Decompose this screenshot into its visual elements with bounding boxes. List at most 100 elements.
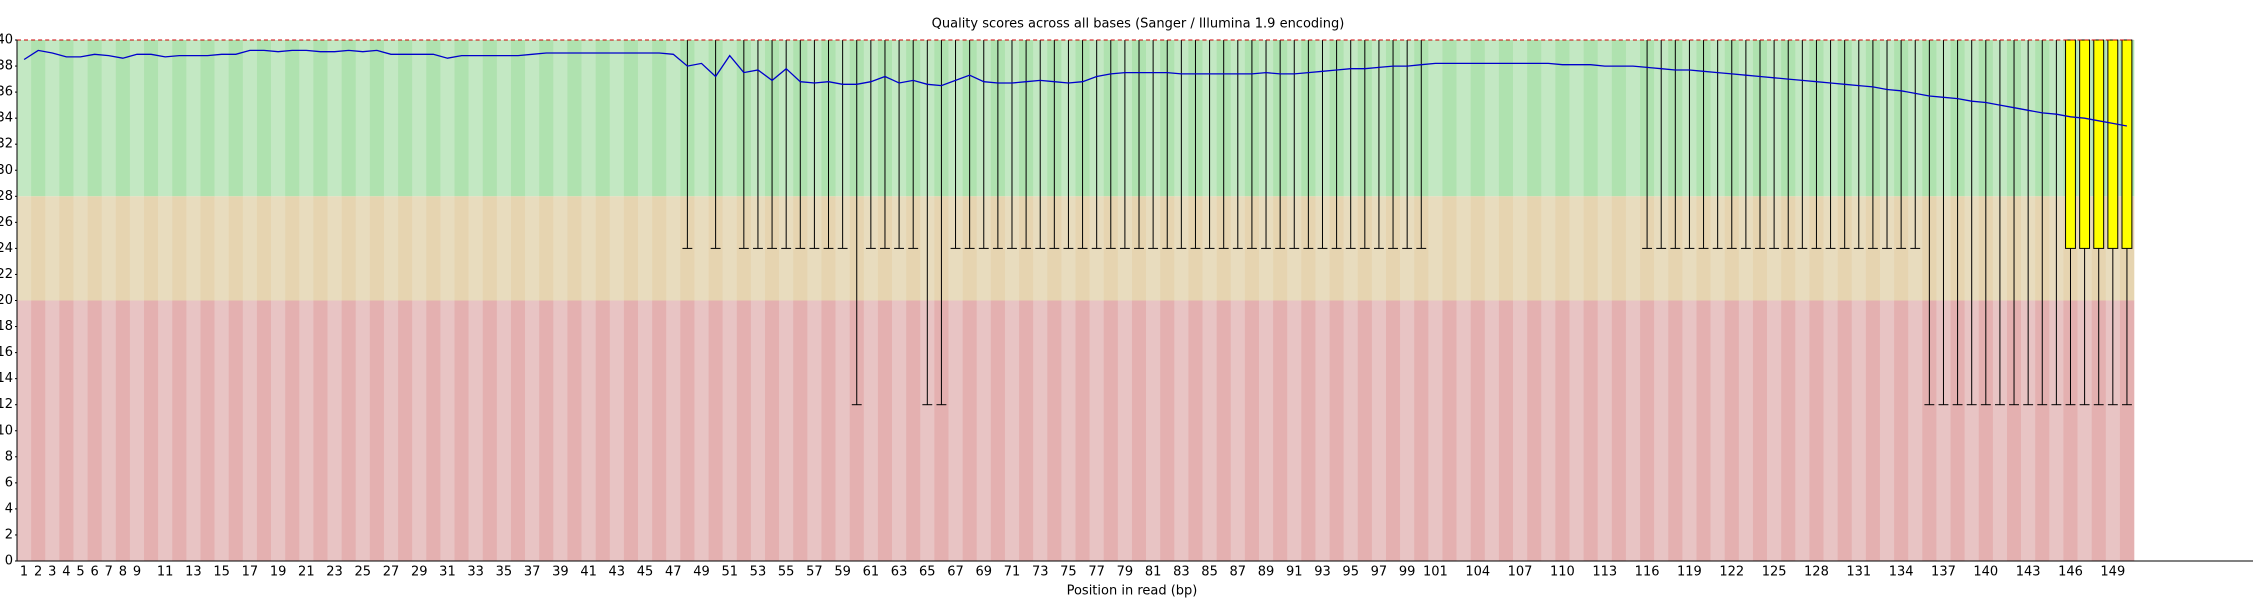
band-stripe xyxy=(1569,300,1584,561)
band-stripe xyxy=(73,300,88,561)
x-tick-label: 37 xyxy=(524,565,541,580)
x-tick-label: 75 xyxy=(1060,565,1077,580)
x-tick-label: 7 xyxy=(105,565,113,580)
band-stripe xyxy=(327,40,342,197)
band-stripe xyxy=(1470,196,1486,301)
x-tick-label: 2 xyxy=(34,565,42,580)
x-tick-label: 85 xyxy=(1201,565,1218,580)
band-stripe xyxy=(539,40,554,197)
band-stripe xyxy=(242,40,258,197)
band-stripe xyxy=(962,300,978,561)
band-stripe xyxy=(1597,300,1613,561)
x-tick-label: 43 xyxy=(609,565,626,580)
x-tick-label: 19 xyxy=(270,565,287,580)
band-stripe xyxy=(652,40,667,197)
band-stripe xyxy=(1611,196,1627,301)
x-tick-label: 57 xyxy=(806,565,823,580)
band-stripe xyxy=(1287,300,1302,561)
band-stripe xyxy=(383,40,399,197)
band-stripe xyxy=(327,196,342,301)
band-stripe xyxy=(666,300,681,561)
marks xyxy=(17,39,2134,406)
band-stripe xyxy=(1456,196,1471,301)
band-stripe xyxy=(1541,300,1556,561)
x-tick-label: 5 xyxy=(76,565,84,580)
x-tick-label: 79 xyxy=(1117,565,1134,580)
y-tick-label: 20 xyxy=(0,293,13,308)
band-stripe xyxy=(1428,300,1443,561)
band-stripe xyxy=(1527,300,1542,561)
band-stripe xyxy=(863,300,879,561)
band-stripe xyxy=(1894,300,1909,561)
y-tick-label: 0 xyxy=(5,554,13,569)
band-stripe xyxy=(1583,40,1598,197)
x-tick-label: 13 xyxy=(185,565,202,580)
band-stripe xyxy=(934,300,949,561)
band-stripe xyxy=(637,196,653,301)
band-stripe xyxy=(595,40,611,197)
band-stripe xyxy=(412,196,427,301)
band-stripe xyxy=(341,300,357,561)
x-tick-label: 134 xyxy=(1889,565,1914,580)
band-stripe xyxy=(172,196,187,301)
band-stripe xyxy=(383,300,399,561)
band-stripe xyxy=(271,300,286,561)
band-stripe xyxy=(299,196,314,301)
band-stripe xyxy=(1611,300,1627,561)
band-stripe xyxy=(482,300,498,561)
chart-title: Quality scores across all bases (Sanger … xyxy=(932,17,1345,32)
x-tick-label: 113 xyxy=(1592,565,1617,580)
band-stripe xyxy=(59,196,74,301)
band-stripe xyxy=(849,300,865,561)
band-stripe xyxy=(228,300,244,561)
band-stripe xyxy=(1555,196,1570,301)
band-stripe xyxy=(369,40,385,197)
band-stripe xyxy=(228,40,244,197)
band-stripe xyxy=(214,40,229,197)
x-tick-label: 31 xyxy=(439,565,456,580)
band-stripe xyxy=(17,300,32,561)
band-stripe xyxy=(1964,300,1980,561)
band-stripe xyxy=(1230,300,1246,561)
band-stripe xyxy=(299,40,314,197)
x-tick-label: 53 xyxy=(750,565,767,580)
band-stripe xyxy=(1498,196,1514,301)
band-stripe xyxy=(793,300,808,561)
band-stripe xyxy=(73,40,88,197)
band-stripe xyxy=(1400,300,1415,561)
x-tick-label: 83 xyxy=(1173,565,1190,580)
band-stripe xyxy=(1131,300,1147,561)
box xyxy=(2093,39,2105,249)
band-stripe xyxy=(2105,300,2121,561)
band-stripe xyxy=(355,300,371,561)
band-stripe xyxy=(1527,40,1542,197)
band-stripe xyxy=(1188,300,1203,561)
x-tick-label: 6 xyxy=(90,565,98,580)
x-tick-label: 3 xyxy=(48,565,56,580)
band-stripe xyxy=(539,300,554,561)
x-tick-label: 81 xyxy=(1145,565,1162,580)
x-tick-label: 1 xyxy=(20,565,28,580)
band-stripe xyxy=(256,300,272,561)
band-stripe xyxy=(1033,300,1048,561)
band-stripe xyxy=(1385,300,1401,561)
band-stripe xyxy=(1583,196,1598,301)
band-stripe xyxy=(73,196,88,301)
band-stripe xyxy=(285,196,300,301)
box xyxy=(2107,39,2119,249)
x-tick-label: 65 xyxy=(919,565,936,580)
band-stripe xyxy=(158,300,173,561)
y-tick-label: 32 xyxy=(0,137,13,152)
band-stripe xyxy=(722,300,738,561)
x-tick-label: 17 xyxy=(242,565,259,580)
band-stripe xyxy=(45,196,60,301)
band-stripe xyxy=(1781,300,1796,561)
band-stripe xyxy=(779,300,794,561)
band-stripe xyxy=(1146,300,1161,561)
band-stripe xyxy=(1908,300,1923,561)
y-tick-label: 12 xyxy=(0,397,13,412)
y-tick-label: 8 xyxy=(5,449,13,464)
band-stripe xyxy=(1442,196,1457,301)
band-stripe xyxy=(1950,300,1965,561)
band-stripe xyxy=(129,40,145,197)
